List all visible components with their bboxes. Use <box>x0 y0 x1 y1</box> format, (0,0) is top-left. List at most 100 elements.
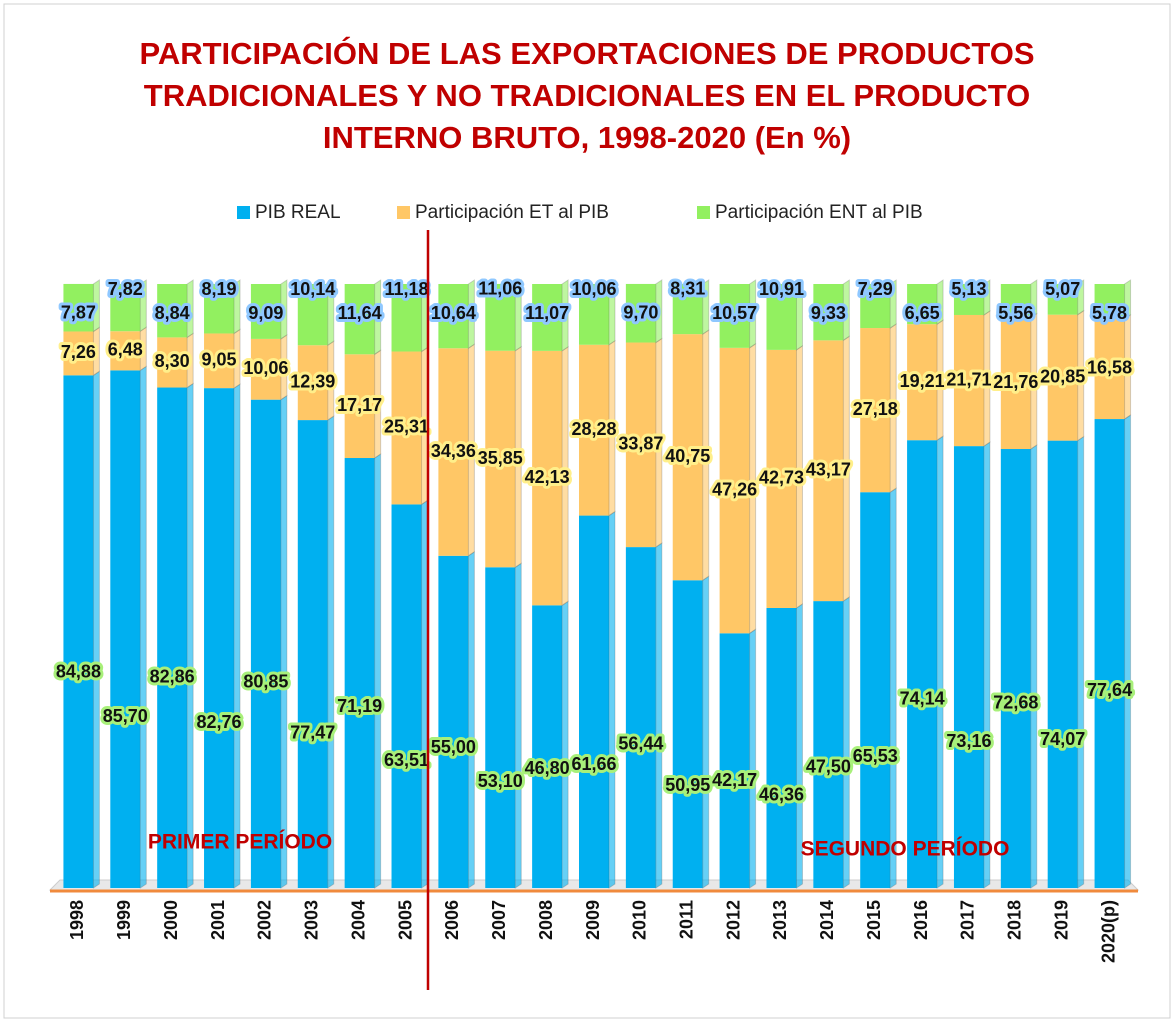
bar-side <box>233 383 241 889</box>
bar-side <box>608 510 616 889</box>
bar-segment <box>766 284 797 350</box>
data-label: 40,75 <box>665 446 710 466</box>
data-label: 9,33 <box>811 303 846 323</box>
x-tick-label: 1998 <box>67 900 87 940</box>
x-tick-label: 2017 <box>958 900 978 940</box>
bar-side <box>983 279 991 316</box>
bar-segment <box>344 354 375 459</box>
data-label: 42,17 <box>712 770 757 790</box>
bar-segment <box>1047 440 1078 888</box>
bar-side <box>749 342 757 635</box>
bar-segment <box>1094 284 1125 319</box>
bar-segment <box>907 324 938 441</box>
x-tick-label: 2019 <box>1051 900 1071 940</box>
data-label: 10,14 <box>290 279 335 299</box>
data-label: 10,06 <box>571 279 616 299</box>
bar-segment <box>250 338 281 400</box>
bar-side <box>795 279 803 351</box>
bar-segment <box>532 350 563 606</box>
data-label: 10,91 <box>759 279 804 299</box>
title-line: PARTICIPACIÓN DE LAS EXPORTACIONES DE PR… <box>139 35 1034 71</box>
data-label: 74,07 <box>1040 729 1085 749</box>
bar-side <box>421 499 429 889</box>
bar-segment <box>719 633 750 888</box>
bar-side <box>514 279 522 352</box>
data-label: 9,09 <box>248 303 283 323</box>
x-tick-label: 2018 <box>1005 900 1025 940</box>
bar-side <box>514 562 522 889</box>
data-label: 8,31 <box>670 279 705 299</box>
bar-side <box>467 279 475 350</box>
bar-side <box>655 279 663 344</box>
data-label: 84,88 <box>56 661 101 681</box>
bar-segment <box>1094 318 1125 420</box>
data-label: 16,58 <box>1087 358 1132 378</box>
bar-side <box>1077 435 1085 889</box>
x-tick-label: 2015 <box>864 900 884 940</box>
bar-side <box>1124 414 1132 889</box>
bar-segment <box>63 375 94 888</box>
bar-segment <box>438 284 469 349</box>
bar-side <box>1124 313 1132 420</box>
data-label: 82,76 <box>197 712 242 732</box>
bar-segment <box>438 555 469 888</box>
bar-side <box>186 279 194 339</box>
bar-side <box>655 542 663 889</box>
bar-segment <box>672 580 703 888</box>
data-label: 6,65 <box>905 303 940 323</box>
bar-segment <box>1000 284 1031 318</box>
data-label: 27,18 <box>853 399 898 419</box>
bar-side <box>889 279 897 329</box>
bar-segment <box>391 351 422 505</box>
bar-segment <box>438 348 469 556</box>
bar-side <box>1030 444 1038 889</box>
data-label: 11,64 <box>338 303 382 323</box>
bar-segment <box>297 345 328 421</box>
bar-side <box>983 441 991 889</box>
bar-segment <box>204 284 235 334</box>
data-label: 9,05 <box>202 350 237 370</box>
bar-side <box>280 394 288 889</box>
legend-label: Participación ENT al PIB <box>715 202 923 223</box>
bar-segment <box>250 399 281 888</box>
bar-segment <box>344 284 375 355</box>
annotation: PRIMER PERÍODO <box>148 831 332 854</box>
data-label: 6,48 <box>108 340 143 360</box>
x-tick-label: 2005 <box>395 900 415 940</box>
data-label: 34,36 <box>431 441 476 461</box>
data-label: 77,64 <box>1087 680 1132 700</box>
bar-segment <box>297 284 328 346</box>
bar-segment <box>719 284 750 348</box>
data-label: 35,85 <box>478 448 523 468</box>
bar-side <box>889 487 897 889</box>
data-label: 50,95 <box>665 775 710 795</box>
bar-side <box>1124 279 1132 320</box>
data-label: 11,18 <box>384 279 428 299</box>
bar-side <box>467 343 475 557</box>
bar-segment <box>204 388 235 888</box>
bar-segment <box>1047 284 1078 315</box>
data-label: 5,56 <box>998 303 1033 323</box>
bar-segment <box>532 284 563 351</box>
data-label: 7,82 <box>108 279 143 299</box>
bar-segment <box>250 284 281 339</box>
bar-segment <box>953 446 984 888</box>
data-label: 82,86 <box>150 667 195 687</box>
data-label: 8,30 <box>155 351 190 371</box>
data-label: 47,26 <box>712 479 757 499</box>
data-label: 12,39 <box>290 371 335 391</box>
data-label: 7,87 <box>61 303 96 323</box>
x-tick-label: 2007 <box>489 900 509 940</box>
bar-segment <box>485 283 516 351</box>
bar-side <box>374 349 382 459</box>
bar-side <box>514 345 522 569</box>
bar-segment <box>860 284 891 329</box>
bar-side <box>936 279 944 326</box>
x-tick-label: 2011 <box>676 900 696 939</box>
bar-side <box>1030 312 1038 450</box>
bar-segment <box>63 283 94 332</box>
bar-side <box>1077 309 1085 442</box>
data-label: 5,07 <box>1045 279 1080 299</box>
x-tick-label: 2012 <box>723 900 743 940</box>
